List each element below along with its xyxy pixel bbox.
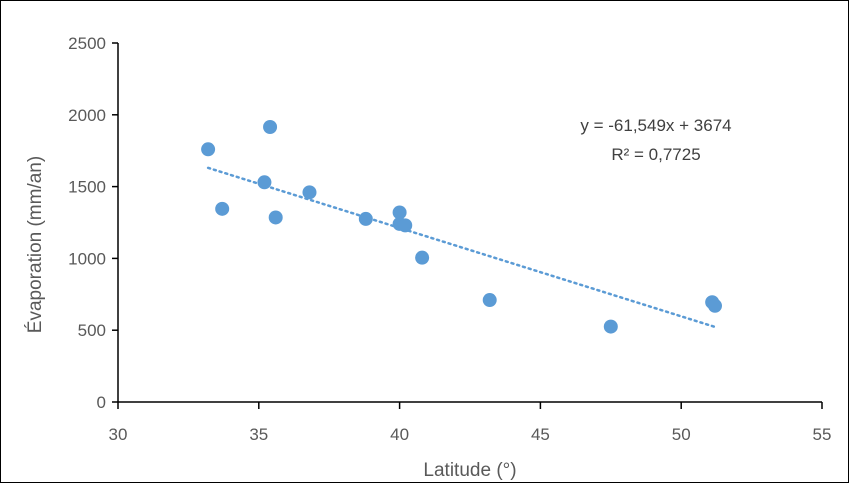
x-tick-label: 55 xyxy=(813,425,832,444)
ticks: 0 500 1000 1500 2000 2500 30 35 40 45 50 55 xyxy=(68,34,831,444)
y-tick-label: 0 xyxy=(97,393,106,412)
y-tick-label: 1000 xyxy=(68,249,106,268)
data-point xyxy=(707,298,722,313)
data-point xyxy=(392,205,407,220)
trendline-equation: y = -61,549x + 3674 xyxy=(580,116,731,135)
data-point xyxy=(201,142,216,157)
x-tick-label: 35 xyxy=(249,425,268,444)
data-point xyxy=(302,185,317,200)
r-squared-label: R² = 0,7725 xyxy=(611,145,700,164)
y-axis-title: Évaporation (mm/an) xyxy=(25,156,46,333)
x-tick-label: 45 xyxy=(531,425,550,444)
data-point xyxy=(398,218,413,233)
y-tick-label: 1500 xyxy=(68,178,106,197)
axes xyxy=(117,43,822,403)
data-points xyxy=(201,120,722,334)
data-point xyxy=(603,319,618,334)
x-tick-label: 40 xyxy=(390,425,409,444)
data-point xyxy=(482,293,497,308)
y-tick-label: 2500 xyxy=(68,34,106,53)
trendline xyxy=(206,166,717,329)
trendline-layer xyxy=(206,166,717,329)
y-tick-label: 500 xyxy=(78,321,106,340)
data-point xyxy=(263,120,278,135)
x-tick-label: 50 xyxy=(672,425,691,444)
y-tick-label: 2000 xyxy=(68,106,106,125)
data-point xyxy=(215,201,230,216)
data-point xyxy=(358,211,373,226)
x-axis-title: Latitude (°) xyxy=(423,460,516,481)
data-point xyxy=(268,210,283,225)
data-point xyxy=(257,175,272,190)
data-point xyxy=(415,250,430,265)
x-tick-label: 30 xyxy=(109,425,128,444)
